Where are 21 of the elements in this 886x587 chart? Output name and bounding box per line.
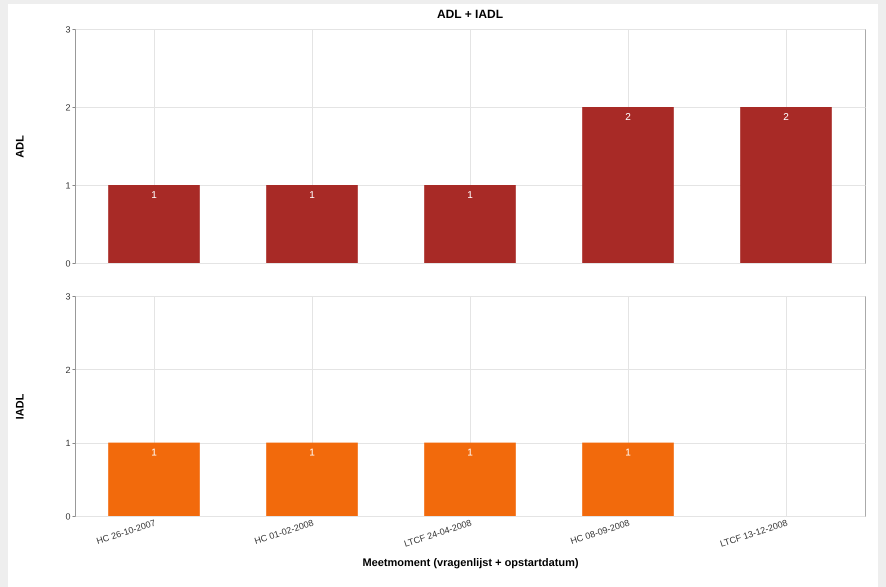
data-label: 1	[467, 190, 474, 201]
y-tick-label: 2	[65, 364, 70, 375]
data-label: 2	[625, 112, 632, 123]
y-axis-title: ADL	[14, 134, 26, 158]
data-label: 1	[467, 448, 474, 459]
y-tick-label: 2	[65, 102, 70, 112]
y-tick-label: 1	[65, 438, 70, 448]
y-tick-label: 0	[65, 258, 70, 268]
data-label: 1	[151, 448, 158, 459]
y-tick-label: 3	[65, 24, 70, 34]
y-axis-title: IADL	[14, 393, 26, 420]
y-tick-label: 3	[65, 292, 70, 302]
data-label: 1	[309, 448, 316, 459]
data-label: 1	[625, 448, 632, 459]
data-label: 1	[309, 190, 316, 201]
chart-title: ADL + IADL	[436, 7, 504, 21]
data-label: 2	[783, 112, 790, 123]
x-axis-title: Meetmoment (vragenlijst + opstartdatum)	[362, 556, 579, 569]
data-label: 1	[151, 190, 158, 201]
y-tick-label: 1	[65, 180, 70, 190]
y-tick-label: 0	[65, 512, 70, 522]
